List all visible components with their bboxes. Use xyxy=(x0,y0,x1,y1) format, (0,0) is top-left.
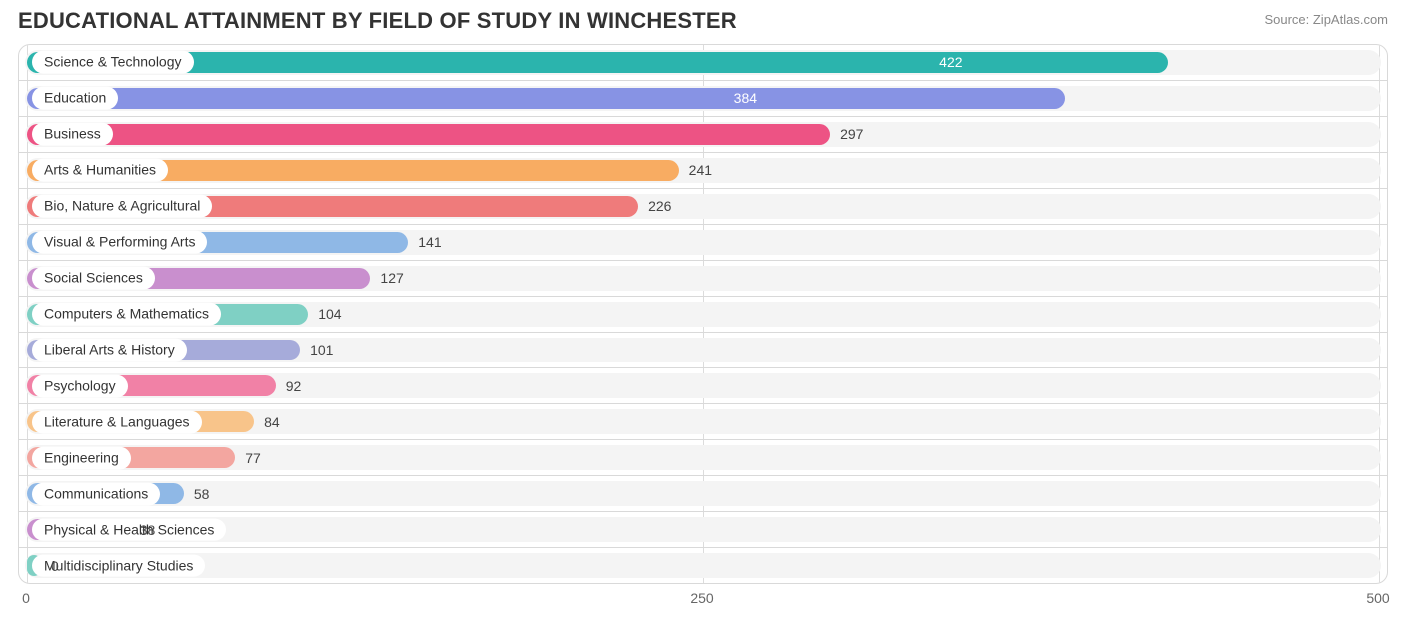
bar-track xyxy=(25,517,1381,542)
bar-value: 84 xyxy=(264,414,280,430)
bar-row: Multidisciplinary Studies0 xyxy=(19,548,1387,583)
bar-label-pill: Business xyxy=(32,123,113,146)
bar-row: Bio, Nature & Agricultural 226 xyxy=(19,189,1387,225)
x-tick: 0 xyxy=(22,590,30,606)
bar-label-pill: Communications xyxy=(32,482,160,505)
x-tick: 500 xyxy=(1366,590,1389,606)
bar-row: Computers & Mathematics 104 xyxy=(19,297,1387,333)
bar-value: 104 xyxy=(318,306,341,322)
bar-label-pill: Engineering xyxy=(32,446,131,469)
bar-label-pill: Literature & Languages xyxy=(32,410,202,433)
rows: Science & Technology 422 Education 384 Busin… xyxy=(19,45,1387,583)
bar-value: 77 xyxy=(245,450,261,466)
bar-value: 38 xyxy=(140,522,156,538)
bar-value: 422 xyxy=(939,54,1158,70)
bar-value: 384 xyxy=(734,90,1056,106)
bar-value: 226 xyxy=(648,198,671,214)
chart-title: EDUCATIONAL ATTAINMENT BY FIELD OF STUDY… xyxy=(18,8,737,34)
bar-row: Engineering 77 xyxy=(19,440,1387,476)
bar-label-pill: Computers & Mathematics xyxy=(32,303,221,326)
bar-label-pill: Science & Technology xyxy=(32,51,194,74)
bar-row: Arts & Humanities 241 xyxy=(19,153,1387,189)
bar-value: 141 xyxy=(418,234,441,250)
bar-track xyxy=(25,481,1381,506)
bar-value: 0 xyxy=(51,558,59,574)
bar-label-pill: Education xyxy=(32,87,118,110)
bar-row: Psychology 92 xyxy=(19,368,1387,404)
bar-label-pill: Physical & Health Sciences xyxy=(32,518,226,541)
bar-value: 92 xyxy=(286,378,302,394)
x-axis: 0 250 500 xyxy=(18,590,1388,616)
bar-label-pill: Liberal Arts & History xyxy=(32,339,187,362)
header: EDUCATIONAL ATTAINMENT BY FIELD OF STUDY… xyxy=(18,8,1388,34)
bar-label-pill: Arts & Humanities xyxy=(32,159,168,182)
chart-area: Science & Technology 422 Education 384 Busin… xyxy=(18,44,1388,616)
bar-label-pill: Visual & Performing Arts xyxy=(32,231,207,254)
bar-track xyxy=(25,553,1381,578)
plot: Science & Technology 422 Education 384 Busin… xyxy=(18,44,1388,584)
bar-label-pill: Social Sciences xyxy=(32,267,155,290)
bar-label-pill: Bio, Nature & Agricultural xyxy=(32,195,212,218)
bar-value: 58 xyxy=(194,486,210,502)
bar-row: Science & Technology 422 xyxy=(19,45,1387,81)
bar-row: Communications 58 xyxy=(19,476,1387,512)
bar-row: Visual & Performing Arts 141 xyxy=(19,225,1387,261)
bar-row: Education 384 xyxy=(19,81,1387,117)
chart-container: EDUCATIONAL ATTAINMENT BY FIELD OF STUDY… xyxy=(0,0,1406,631)
bar-value: 127 xyxy=(380,270,403,286)
bar-value: 297 xyxy=(840,126,863,142)
bar-value: 101 xyxy=(310,342,333,358)
bar-row: Business 297 xyxy=(19,117,1387,153)
bar-row: Literature & Languages 84 xyxy=(19,404,1387,440)
bar-row: Physical & Health Sciences38 xyxy=(19,512,1387,548)
source-label: Source: ZipAtlas.com xyxy=(1264,8,1388,27)
x-tick: 250 xyxy=(690,590,713,606)
bar-row: Social Sciences 127 xyxy=(19,261,1387,297)
bar-label-pill: Psychology xyxy=(32,375,128,398)
bar-value: 241 xyxy=(689,162,712,178)
bar-row: Liberal Arts & History 101 xyxy=(19,333,1387,369)
bar xyxy=(27,124,830,145)
